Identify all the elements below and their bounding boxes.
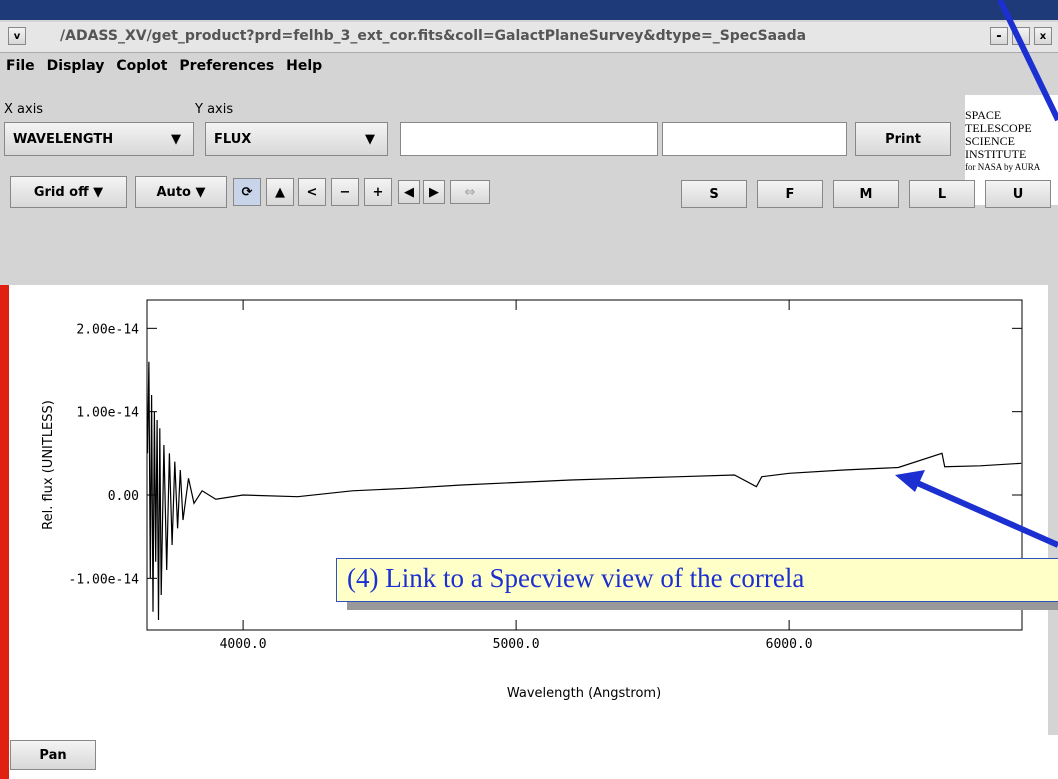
chart: Wavelength (Angstrom) Rel. flux (UNITLES…: [0, 0, 1058, 779]
x-axis-label: Wavelength (Angstrom): [507, 686, 661, 701]
spectrum-button[interactable]: L: [909, 180, 975, 208]
screen: /ADASS_XV/get_product?prd=felhb_3_ext_co…: [0, 0, 1058, 779]
spectrum-button[interactable]: U: [985, 180, 1051, 208]
spectrum-button[interactable]: F: [757, 180, 823, 208]
annotation[interactable]: (4) Link to a Specview view of the corre…: [336, 558, 1058, 602]
y-tick-label: 0.00: [108, 489, 139, 504]
y-tick-label: -1.00e-14: [69, 572, 140, 587]
spectrum-button[interactable]: M: [833, 180, 899, 208]
spectrum-button[interactable]: S: [681, 180, 747, 208]
y-tick-label: 2.00e-14: [76, 322, 139, 337]
y-axis-label: Rel. flux (UNITLESS): [41, 400, 56, 530]
y-tick-label: 1.00e-14: [76, 406, 139, 421]
x-tick-label: 5000.0: [493, 637, 540, 652]
x-tick-label: 4000.0: [220, 637, 267, 652]
pan-button[interactable]: Pan: [10, 740, 96, 770]
x-tick-label: 6000.0: [766, 637, 813, 652]
